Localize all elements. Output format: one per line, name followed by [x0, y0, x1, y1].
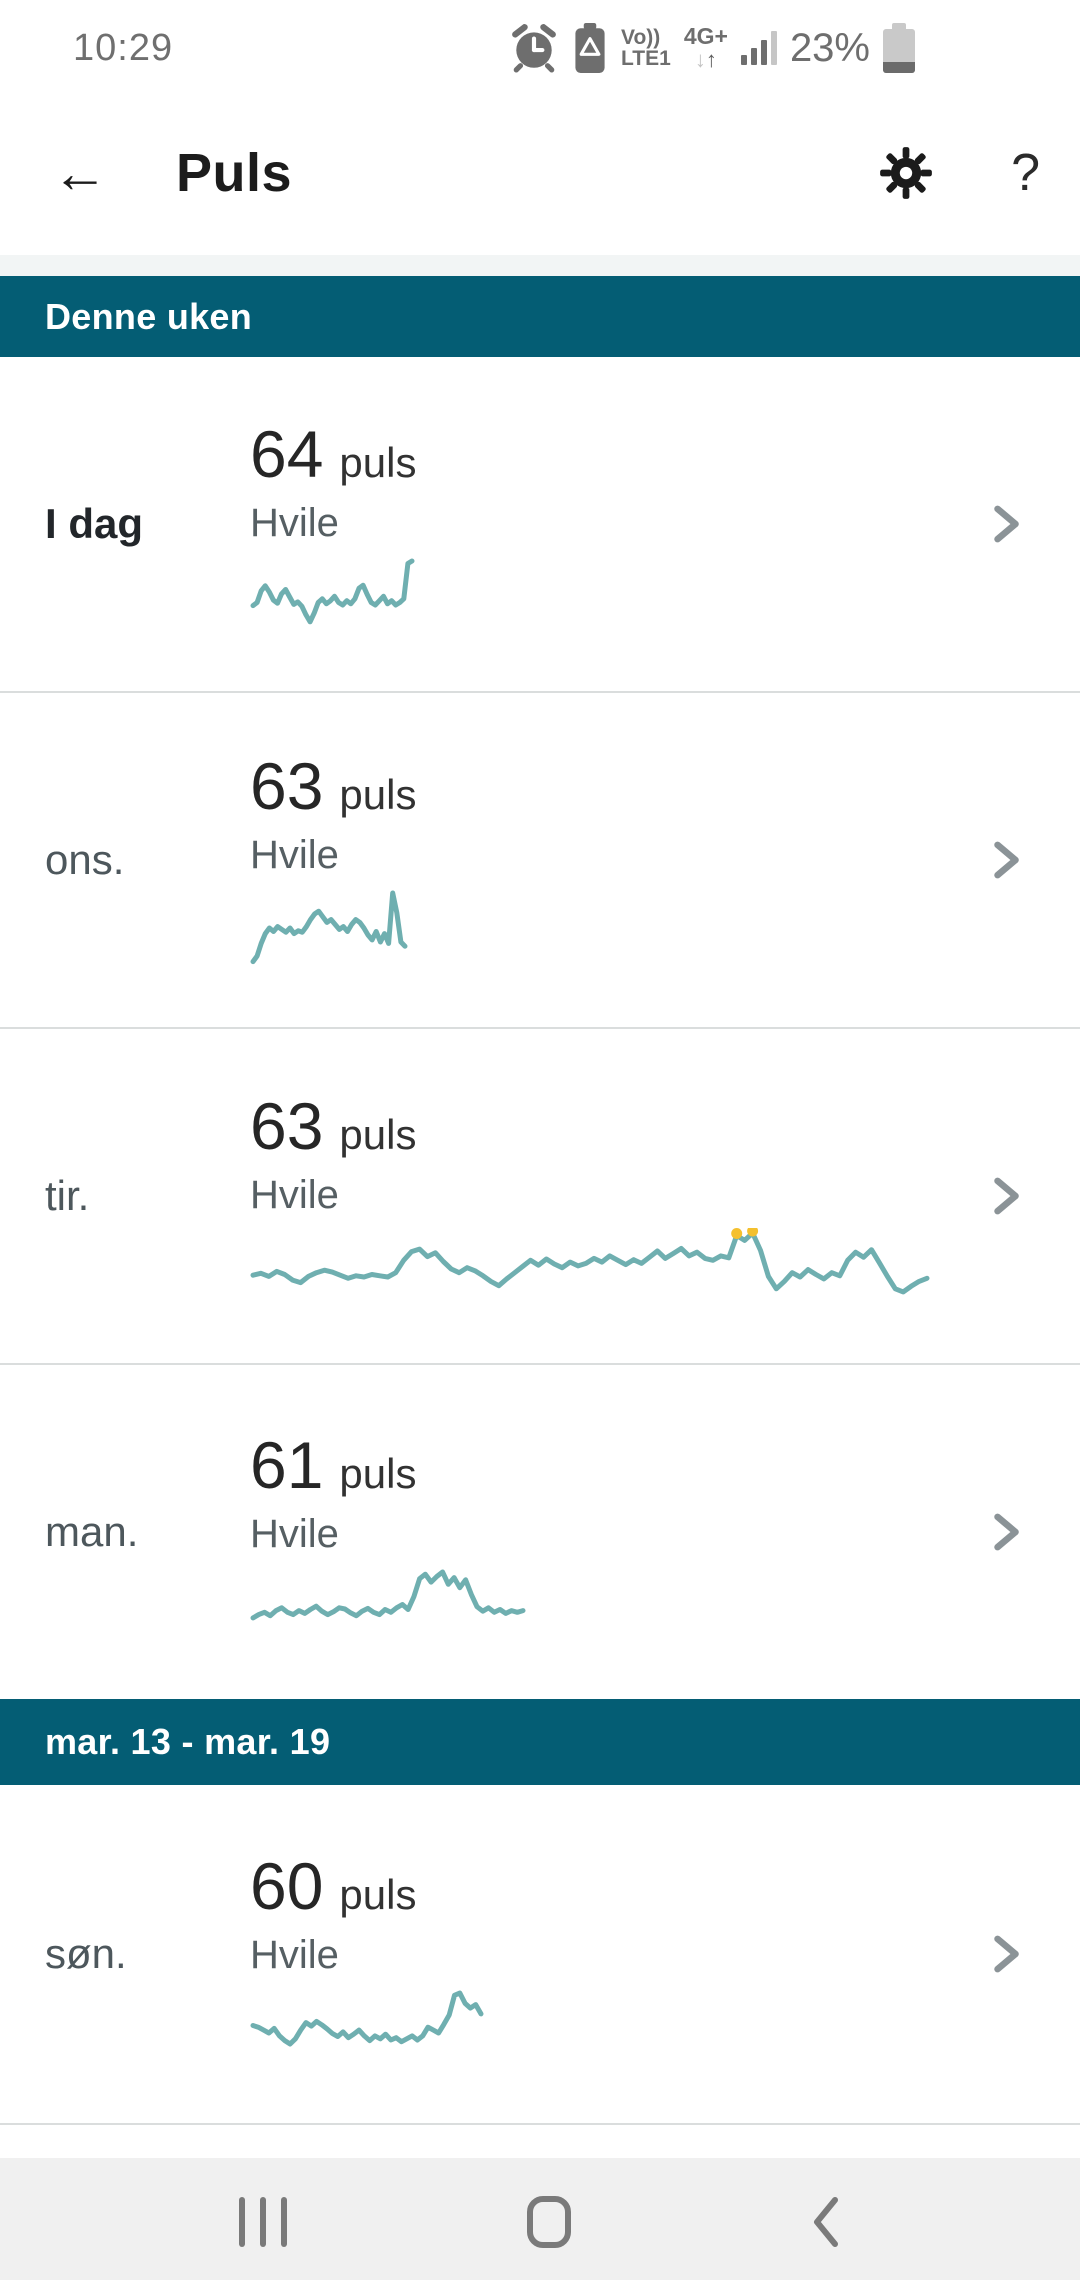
- battery-saver-icon: [575, 23, 605, 73]
- heart-rate-row-sunday[interactable]: søn. 60 puls Hvile: [0, 1785, 1080, 2123]
- hr-unit-label: puls: [339, 1449, 417, 1497]
- nav-back-icon[interactable]: [811, 2196, 841, 2248]
- row-content: 60 puls Hvile: [250, 1853, 484, 2056]
- appbar-shadow-strip: [0, 255, 1080, 276]
- battery-icon: [883, 23, 915, 73]
- resting-hr-value: 64: [250, 416, 324, 491]
- status-bar: 10:29 Vo)) LTE1 4G+ ↓↑: [0, 0, 1080, 90]
- help-icon[interactable]: ?: [1011, 143, 1040, 202]
- chevron-right-icon[interactable]: [990, 1510, 1024, 1554]
- chevron-right-icon[interactable]: [990, 838, 1024, 882]
- row-divider: [0, 2123, 1080, 2125]
- app-bar: ← Puls ?: [0, 90, 1080, 255]
- data-arrows-icon: ↓↑: [694, 47, 717, 72]
- chevron-right-icon[interactable]: [990, 1932, 1024, 1976]
- hr-unit-label: puls: [339, 770, 417, 818]
- heart-rate-row-monday[interactable]: man. 61 puls Hvile: [0, 1365, 1080, 1699]
- heart-rate-row-wednesday[interactable]: ons. 63 puls Hvile: [0, 693, 1080, 1027]
- section-header-label: Denne uken: [45, 295, 253, 337]
- resting-hr-value: 60: [250, 1848, 324, 1923]
- heart-rate-row-tuesday[interactable]: tir. 63 puls Hvile: [0, 1029, 1080, 1363]
- recents-icon[interactable]: [239, 2197, 287, 2247]
- heart-rate-row-today[interactable]: I dag 64 puls Hvile: [0, 357, 1080, 691]
- network-type-label: 4G+: [683, 23, 728, 49]
- volte-indicator: Vo)) LTE1: [621, 27, 671, 69]
- back-icon[interactable]: ←: [52, 140, 108, 204]
- row-day-label: søn.: [45, 1930, 127, 1977]
- lte-label: LTE1: [621, 47, 671, 70]
- row-divider: [0, 1363, 1080, 1365]
- home-icon[interactable]: [527, 2196, 571, 2248]
- row-content: 61 puls Hvile: [250, 1432, 526, 1633]
- resting-label: Hvile: [250, 1511, 339, 1556]
- alarm-icon: [512, 24, 556, 73]
- partial-row-gap: [0, 2125, 1080, 2158]
- signal-strength-icon: [740, 31, 777, 65]
- settings-gear-icon[interactable]: [879, 146, 933, 200]
- chevron-right-icon[interactable]: [990, 502, 1024, 546]
- section-header-label: mar. 13 - mar. 19: [45, 1721, 331, 1762]
- hr-unit-label: puls: [339, 438, 417, 486]
- status-icons: Vo)) LTE1 4G+ ↓↑ 23%: [509, 23, 915, 73]
- section-header-this-week: Denne uken: [0, 276, 1080, 357]
- resting-hr-value: 61: [250, 1427, 324, 1502]
- hr-unit-label: puls: [339, 1110, 417, 1158]
- android-nav-bar: [0, 2158, 1080, 2280]
- chevron-right-icon[interactable]: [990, 1174, 1024, 1218]
- section-header-week-range: mar. 13 - mar. 19: [0, 1699, 1080, 1785]
- heart-rate-sparkline: [250, 1569, 526, 1620]
- resting-label: Hvile: [250, 1932, 339, 1977]
- status-time: 10:29: [73, 26, 174, 69]
- row-day-label: tir.: [45, 1172, 90, 1219]
- heart-rate-sparkline: [250, 1227, 930, 1294]
- heart-rate-sparkline: [250, 558, 415, 624]
- network-indicator: 4G+ ↓↑: [684, 25, 728, 71]
- resting-label: Hvile: [250, 500, 339, 545]
- page-title: Puls: [176, 142, 293, 203]
- hr-unit-label: puls: [339, 1870, 417, 1918]
- heart-rate-sparkline: [250, 1990, 484, 2046]
- row-content: 64 puls Hvile: [250, 421, 416, 628]
- row-day-label: I dag: [45, 500, 144, 547]
- row-day-label: man.: [45, 1508, 139, 1555]
- row-divider: [0, 691, 1080, 693]
- row-content: 63 puls Hvile: [250, 753, 416, 968]
- volte-label: Vo)): [621, 26, 661, 49]
- resting-hr-value: 63: [250, 1088, 324, 1163]
- row-day-label: ons.: [45, 836, 125, 883]
- row-content: 63 puls Hvile: [250, 1093, 930, 1300]
- resting-label: Hvile: [250, 832, 339, 877]
- resting-hr-value: 63: [250, 748, 324, 823]
- row-divider: [0, 1027, 1080, 1029]
- battery-percent-label: 23%: [789, 25, 870, 70]
- heart-rate-sparkline: [250, 890, 408, 964]
- resting-label: Hvile: [250, 1172, 339, 1217]
